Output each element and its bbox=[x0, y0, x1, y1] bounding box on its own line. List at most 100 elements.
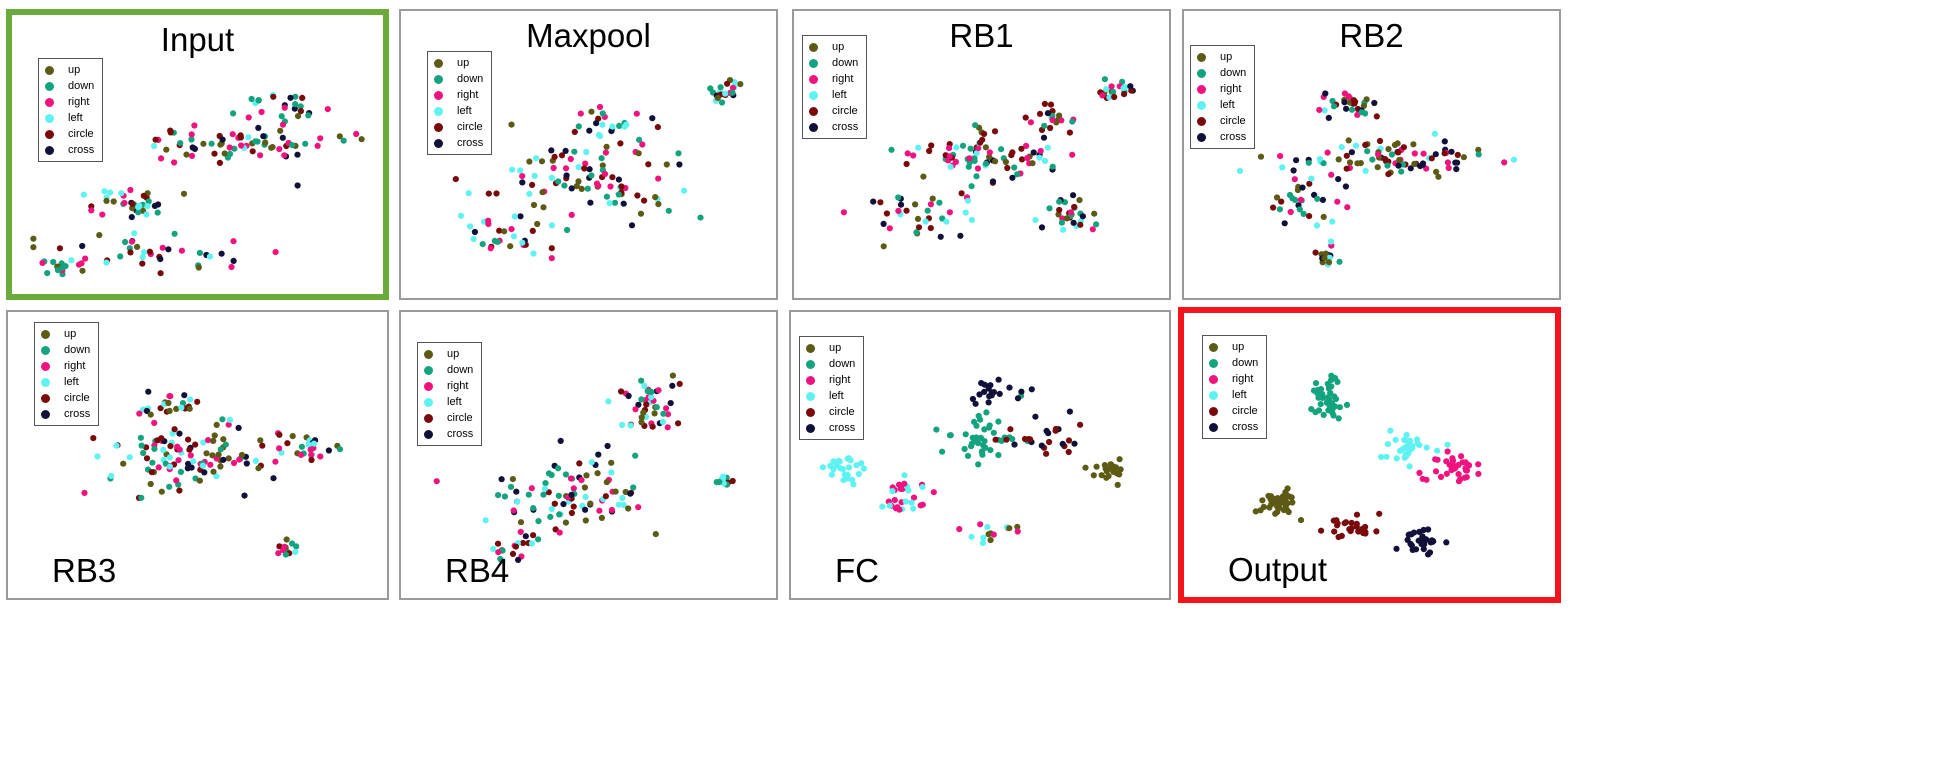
point-right bbox=[975, 145, 982, 152]
point-right bbox=[548, 255, 555, 262]
point-left bbox=[514, 498, 521, 505]
point-down bbox=[571, 148, 578, 155]
point-left bbox=[605, 398, 612, 405]
point-right bbox=[1067, 209, 1074, 216]
legend-marker-right bbox=[45, 97, 54, 107]
legend-label: cross bbox=[457, 137, 484, 149]
legend-marker-left bbox=[41, 377, 50, 387]
point-up bbox=[652, 531, 659, 538]
point-left bbox=[526, 190, 533, 197]
point-down bbox=[535, 536, 542, 543]
point-circle bbox=[1066, 129, 1073, 136]
point-down bbox=[971, 418, 978, 425]
legend: up down right left circle cross bbox=[38, 58, 104, 162]
point-circle bbox=[1306, 213, 1313, 220]
point-right bbox=[433, 478, 440, 485]
legend-label: cross bbox=[1220, 131, 1247, 143]
point-left bbox=[141, 249, 148, 256]
point-down bbox=[616, 122, 623, 129]
legend-marker-left bbox=[45, 113, 54, 123]
point-left bbox=[1384, 441, 1391, 448]
point-left bbox=[548, 505, 555, 513]
point-right bbox=[99, 211, 106, 218]
point-circle bbox=[297, 108, 304, 115]
point-left bbox=[836, 458, 843, 465]
point-cross bbox=[1070, 219, 1077, 226]
point-down bbox=[729, 89, 736, 96]
point-left bbox=[548, 174, 555, 181]
point-circle bbox=[641, 197, 648, 204]
legend-label: cross bbox=[1232, 421, 1259, 433]
point-left bbox=[457, 212, 465, 219]
legend-label: up bbox=[832, 41, 845, 53]
point-right bbox=[230, 459, 238, 467]
point-up bbox=[583, 472, 590, 479]
legend-item-left: left bbox=[45, 110, 94, 126]
point-right bbox=[568, 211, 575, 218]
point-right bbox=[88, 207, 95, 214]
point-down bbox=[717, 84, 724, 91]
point-down bbox=[188, 136, 195, 143]
point-cross bbox=[243, 460, 250, 467]
point-down bbox=[982, 160, 989, 167]
point-up bbox=[1272, 510, 1279, 517]
point-up bbox=[599, 162, 606, 169]
point-left bbox=[1387, 427, 1394, 434]
point-circle bbox=[991, 128, 999, 135]
point-down bbox=[535, 518, 542, 525]
point-circle bbox=[1441, 150, 1448, 157]
point-right bbox=[1457, 476, 1464, 483]
point-cross bbox=[165, 246, 172, 253]
point-cross bbox=[201, 469, 208, 476]
point-up bbox=[652, 194, 659, 201]
point-down bbox=[525, 491, 532, 498]
point-circle bbox=[1342, 519, 1350, 526]
point-right bbox=[956, 526, 963, 533]
point-left bbox=[470, 235, 477, 243]
point-right bbox=[353, 130, 360, 138]
point-circle bbox=[284, 440, 291, 447]
point-cross bbox=[1059, 440, 1066, 447]
point-cross bbox=[128, 214, 135, 221]
point-up bbox=[517, 519, 525, 526]
point-circle bbox=[1312, 249, 1319, 256]
point-right bbox=[1277, 153, 1284, 160]
point-down bbox=[154, 209, 161, 216]
point-circle bbox=[308, 456, 315, 464]
point-left bbox=[509, 166, 516, 173]
point-down bbox=[1305, 159, 1312, 166]
point-up bbox=[714, 94, 721, 101]
legend-label: circle bbox=[64, 392, 90, 404]
point-up bbox=[1270, 500, 1278, 507]
point-right bbox=[596, 507, 603, 514]
point-cross bbox=[1441, 138, 1448, 145]
point-down bbox=[497, 555, 504, 563]
point-down bbox=[998, 146, 1005, 153]
point-left bbox=[510, 233, 518, 240]
legend-item-right: right bbox=[1209, 371, 1258, 387]
point-circle bbox=[643, 401, 650, 408]
point-circle bbox=[237, 132, 244, 139]
point-down bbox=[340, 137, 347, 144]
point-up bbox=[269, 144, 276, 151]
point-down bbox=[982, 444, 989, 451]
point-down bbox=[638, 377, 645, 384]
legend-label: circle bbox=[829, 406, 855, 418]
point-circle bbox=[581, 165, 588, 172]
point-circle bbox=[1008, 152, 1015, 159]
point-circle bbox=[1004, 164, 1011, 172]
point-up bbox=[165, 399, 172, 407]
point-up bbox=[1257, 507, 1264, 514]
point-left bbox=[905, 487, 912, 494]
point-circle bbox=[570, 503, 577, 510]
point-left bbox=[166, 463, 173, 470]
point-cross bbox=[291, 105, 298, 112]
point-left bbox=[575, 164, 582, 171]
point-right bbox=[562, 165, 570, 172]
point-down bbox=[978, 448, 985, 456]
point-right bbox=[82, 255, 89, 262]
point-cross bbox=[176, 430, 183, 437]
point-right bbox=[904, 150, 911, 157]
point-left bbox=[103, 259, 110, 266]
point-right bbox=[127, 186, 134, 194]
